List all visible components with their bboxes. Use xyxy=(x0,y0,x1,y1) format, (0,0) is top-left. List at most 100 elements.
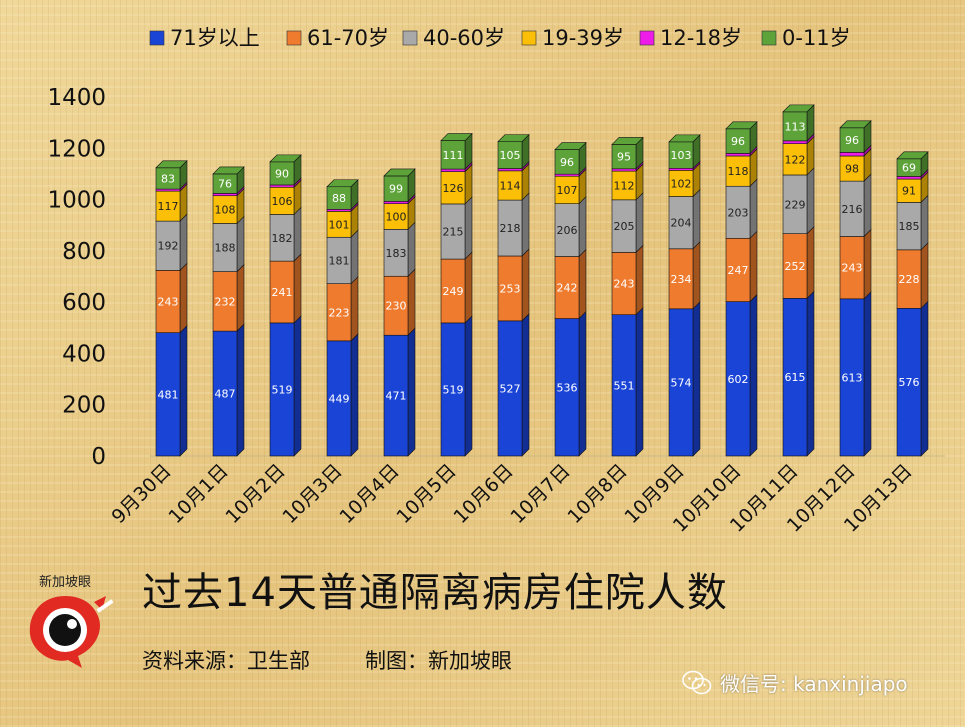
data-label: 243 xyxy=(158,296,179,309)
bar-segment xyxy=(725,237,751,302)
bar-segment xyxy=(554,203,580,257)
bar-side xyxy=(293,206,302,262)
bar-side xyxy=(521,192,530,257)
y-axis: 0 200 400 600 800 1000 1200 1400 xyxy=(47,85,106,470)
bar-segment xyxy=(782,233,808,299)
legend-item-2: 40-60岁 xyxy=(402,26,505,50)
bar-segment xyxy=(440,171,466,205)
bar-segment xyxy=(155,188,181,192)
bar-side xyxy=(863,173,872,238)
legend-swatch xyxy=(402,30,418,46)
bar-stack: 481 243 192 117 83 xyxy=(155,160,188,457)
data-label: 232 xyxy=(215,295,236,308)
bar-segment xyxy=(839,298,865,457)
bar-segment xyxy=(326,209,352,212)
data-label: 247 xyxy=(728,264,749,277)
bar-segment xyxy=(383,201,409,204)
legend-label: 12-18岁 xyxy=(660,26,742,50)
data-label: 181 xyxy=(329,254,350,267)
bar-segment xyxy=(839,155,865,182)
data-label: 101 xyxy=(329,218,350,231)
bar-side xyxy=(236,215,245,273)
data-label: 487 xyxy=(215,388,236,401)
data-label: 551 xyxy=(614,379,635,392)
bar-side xyxy=(692,241,701,310)
bar-segment xyxy=(896,249,922,309)
x-tick-label: 10月2日 xyxy=(221,460,289,528)
data-label: 613 xyxy=(842,371,863,384)
bar-side xyxy=(635,192,644,254)
bar-segment xyxy=(440,203,466,260)
bar-segment xyxy=(668,170,694,197)
bar-segment xyxy=(611,199,637,253)
bar-segment xyxy=(668,196,694,250)
bar-side xyxy=(920,242,929,310)
legend-label: 40-60岁 xyxy=(423,26,505,50)
data-label: 98 xyxy=(845,163,859,176)
data-label: 185 xyxy=(899,220,920,233)
y-tick-label: 600 xyxy=(62,290,106,316)
data-label: 519 xyxy=(272,383,293,396)
bar-segment xyxy=(269,214,295,262)
bar-segment xyxy=(896,176,922,180)
bar-segment xyxy=(554,173,580,177)
bar-side xyxy=(863,228,872,300)
bar-segment xyxy=(497,199,523,257)
bar-top xyxy=(383,168,416,177)
bar-side xyxy=(806,167,815,235)
bar-side xyxy=(407,221,416,277)
maker-text: 制图：新加坡眼 xyxy=(365,649,512,673)
bar-segment xyxy=(155,270,181,333)
legend-swatch xyxy=(286,30,302,46)
data-label: 99 xyxy=(389,183,403,196)
x-tick-label: 9月30日 xyxy=(107,460,175,528)
bar-segment xyxy=(839,180,865,237)
bar-top xyxy=(269,154,302,163)
bar-side xyxy=(806,225,815,300)
bar-segment xyxy=(497,255,523,322)
stacked-bar-chart: 71岁以上 61-70岁 40-60岁 19-39岁 12-18岁 0-11岁 0 200 4… xyxy=(47,26,945,537)
bar-side xyxy=(635,306,644,457)
wechat-icon xyxy=(682,670,712,694)
bar-top xyxy=(611,137,644,145)
bar-side xyxy=(578,195,587,258)
legend-item-3: 19-39岁 xyxy=(521,26,624,50)
bar-segment xyxy=(782,297,808,457)
wechat-id: 微信号: kanxinjiapo xyxy=(682,668,908,697)
bar-segment xyxy=(269,322,295,457)
y-tick-label: 200 xyxy=(62,393,106,419)
legend-item-1: 61-70岁 xyxy=(286,26,389,50)
bar-top xyxy=(326,179,359,188)
data-label: 192 xyxy=(158,240,179,253)
bar-stack: 551 243 205 112 95 xyxy=(611,136,644,457)
data-label: 449 xyxy=(329,392,350,405)
data-label: 243 xyxy=(614,278,635,291)
data-label: 215 xyxy=(443,225,464,238)
bar-segment xyxy=(497,170,523,201)
bar-side xyxy=(236,263,245,332)
x-tick-label: 10月7日 xyxy=(506,460,574,528)
bar-top xyxy=(440,133,473,141)
bar-segment xyxy=(896,307,922,457)
bar-side xyxy=(179,324,188,457)
data-label: 205 xyxy=(614,220,635,233)
bar-segment xyxy=(839,236,865,300)
bar-segment xyxy=(554,318,580,457)
data-label: 126 xyxy=(443,182,464,195)
y-tick-label: 1200 xyxy=(47,136,106,162)
data-label: 576 xyxy=(899,376,920,389)
bar-side xyxy=(863,291,872,457)
data-label: 602 xyxy=(728,373,749,386)
data-label: 108 xyxy=(215,204,236,217)
data-label: 122 xyxy=(785,153,806,166)
data-label: 106 xyxy=(272,195,293,208)
bar-segment xyxy=(212,193,238,197)
credits: 资料来源：卫生部 制图：新加坡眼 xyxy=(142,645,512,675)
bar-top xyxy=(212,166,245,175)
bar-segment xyxy=(896,202,922,251)
bar-segment xyxy=(440,322,466,457)
data-label: 88 xyxy=(332,192,346,205)
data-label: 113 xyxy=(785,120,806,133)
bar-segment xyxy=(326,236,352,284)
bar-segment xyxy=(212,195,238,224)
